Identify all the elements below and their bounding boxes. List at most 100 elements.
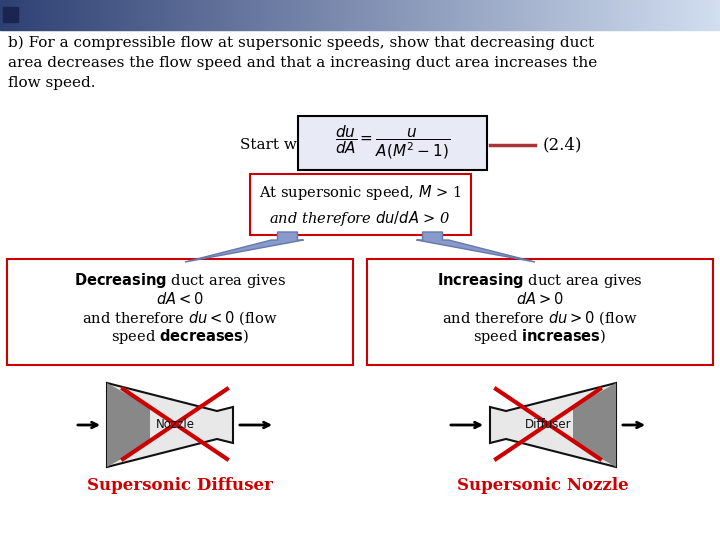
Bar: [20, 0, 21, 30]
Bar: [375, 0, 376, 30]
Bar: [518, 0, 519, 30]
Bar: [255, 0, 256, 30]
Bar: [478, 0, 479, 30]
Bar: [3, 0, 4, 30]
Bar: [533, 0, 534, 30]
Bar: [12, 0, 13, 30]
Bar: [31, 0, 32, 30]
Bar: [3, 7, 18, 22]
Bar: [180, 0, 181, 30]
Bar: [654, 0, 655, 30]
Bar: [448, 0, 449, 30]
Bar: [237, 0, 238, 30]
Text: Supersonic Diffuser: Supersonic Diffuser: [87, 476, 273, 494]
Bar: [557, 0, 558, 30]
Bar: [182, 0, 183, 30]
Bar: [503, 0, 504, 30]
Bar: [432, 0, 433, 30]
Bar: [392, 0, 393, 30]
Bar: [579, 0, 580, 30]
Bar: [67, 0, 68, 30]
Bar: [411, 0, 412, 30]
Bar: [690, 0, 691, 30]
Bar: [62, 0, 63, 30]
Bar: [620, 0, 621, 30]
Bar: [451, 0, 452, 30]
Bar: [252, 0, 253, 30]
Bar: [623, 0, 624, 30]
Bar: [195, 0, 196, 30]
Bar: [11, 0, 12, 30]
Bar: [286, 0, 287, 30]
Bar: [603, 0, 604, 30]
Bar: [36, 0, 37, 30]
Bar: [41, 0, 42, 30]
Bar: [221, 0, 222, 30]
Text: $dA < 0$: $dA < 0$: [156, 291, 204, 307]
Bar: [621, 0, 622, 30]
Bar: [155, 0, 156, 30]
Bar: [589, 0, 590, 30]
Bar: [132, 0, 133, 30]
Bar: [75, 0, 76, 30]
Bar: [47, 0, 48, 30]
Bar: [333, 0, 334, 30]
Bar: [606, 0, 607, 30]
Bar: [115, 0, 116, 30]
Bar: [176, 0, 177, 30]
Bar: [24, 0, 25, 30]
Bar: [257, 0, 258, 30]
Bar: [339, 0, 340, 30]
Bar: [358, 0, 359, 30]
Bar: [697, 0, 698, 30]
Bar: [37, 0, 38, 30]
Bar: [53, 0, 54, 30]
Bar: [348, 0, 349, 30]
Bar: [261, 0, 262, 30]
Bar: [0, 0, 1, 30]
Bar: [644, 0, 645, 30]
Bar: [174, 0, 175, 30]
Bar: [316, 0, 317, 30]
Bar: [4, 0, 5, 30]
Bar: [340, 0, 341, 30]
Bar: [671, 0, 672, 30]
Bar: [311, 0, 312, 30]
Bar: [570, 0, 571, 30]
Bar: [500, 0, 501, 30]
Bar: [30, 0, 31, 30]
Bar: [548, 0, 549, 30]
Bar: [492, 0, 493, 30]
Bar: [68, 0, 69, 30]
Bar: [522, 0, 523, 30]
Bar: [273, 0, 274, 30]
Bar: [706, 0, 707, 30]
Bar: [146, 0, 147, 30]
Bar: [380, 0, 381, 30]
Bar: [22, 0, 23, 30]
Bar: [491, 0, 492, 30]
Bar: [153, 0, 154, 30]
Bar: [613, 0, 614, 30]
Bar: [684, 0, 685, 30]
Bar: [656, 0, 657, 30]
Bar: [441, 0, 442, 30]
Bar: [353, 0, 354, 30]
Bar: [359, 0, 360, 30]
Bar: [422, 0, 423, 30]
Bar: [586, 0, 587, 30]
Text: and therefore $du < 0$ (flow: and therefore $du < 0$ (flow: [82, 309, 278, 327]
Bar: [653, 0, 654, 30]
Bar: [137, 0, 138, 30]
Bar: [463, 0, 464, 30]
Bar: [572, 0, 573, 30]
Polygon shape: [107, 383, 150, 467]
Bar: [277, 0, 278, 30]
Bar: [713, 0, 714, 30]
Bar: [82, 0, 83, 30]
Bar: [377, 0, 378, 30]
Bar: [404, 0, 405, 30]
Bar: [629, 0, 630, 30]
Bar: [509, 0, 510, 30]
Bar: [324, 0, 325, 30]
